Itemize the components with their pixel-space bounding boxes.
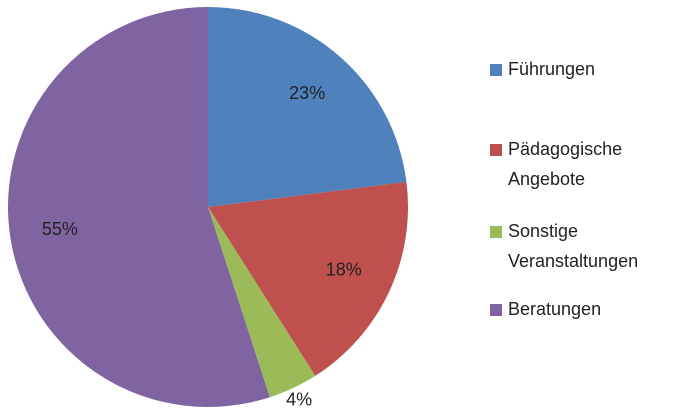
legend-swatch [490, 304, 502, 316]
legend-swatch [490, 64, 502, 76]
pie-slice [7, 7, 270, 407]
data-label: 55% [42, 219, 78, 239]
pie-slice [208, 181, 408, 376]
legend-label: Sonstige Veranstaltungen [508, 221, 638, 271]
legend-label: Pädagogische Angebote [508, 139, 622, 189]
legend-label: Beratungen [508, 299, 601, 319]
data-label: 4% [286, 389, 312, 409]
data-label: 18% [326, 260, 362, 280]
legend-swatch [490, 144, 502, 156]
pie-slice [208, 207, 316, 398]
legend-label: Führungen [508, 59, 595, 79]
pie-slice [208, 7, 407, 207]
data-label: 23% [289, 83, 325, 103]
legend-swatch [490, 226, 502, 238]
